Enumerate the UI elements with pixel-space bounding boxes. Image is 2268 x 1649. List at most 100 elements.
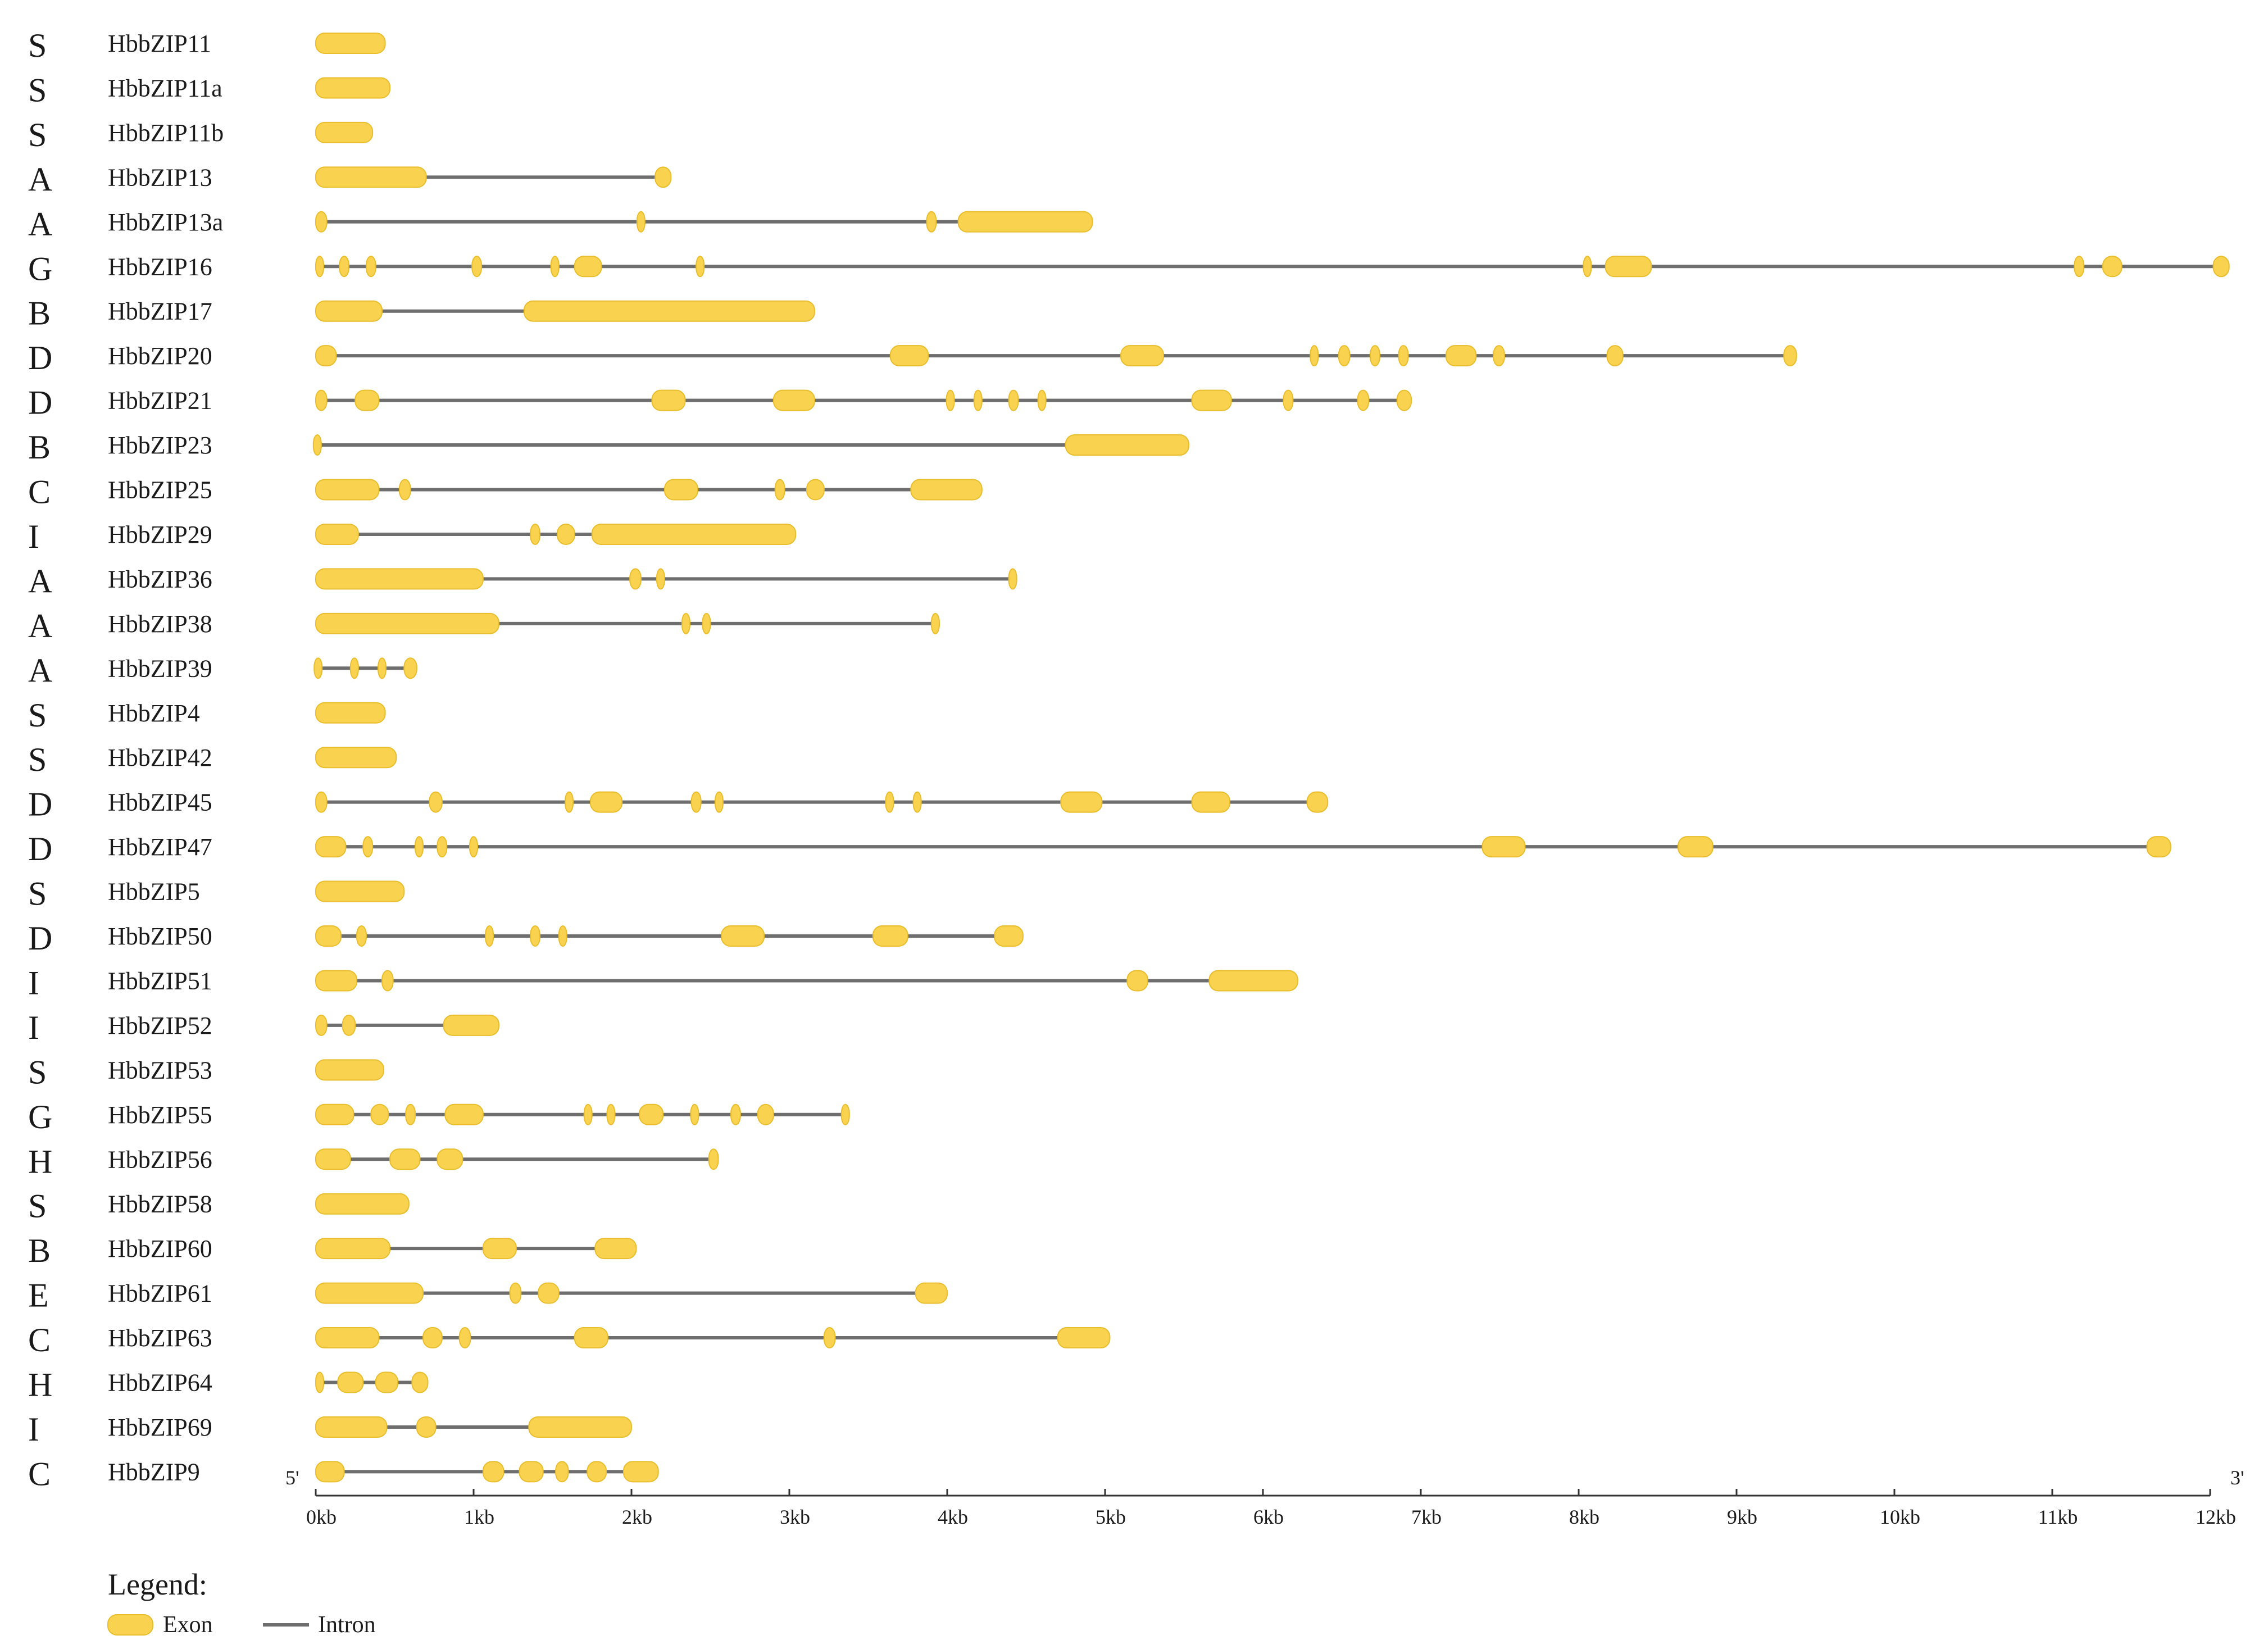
- exon-block: [530, 925, 541, 947]
- group-label: S: [28, 875, 47, 912]
- exon-block: [591, 523, 797, 545]
- exon-block: [519, 1461, 544, 1483]
- exon-block: [315, 1014, 328, 1036]
- scale-tick-label: 8kb: [1569, 1506, 1599, 1528]
- exon-block: [550, 256, 560, 278]
- exon-block: [840, 1103, 850, 1125]
- legend-exon-swatch: [107, 1614, 153, 1636]
- exon-block: [555, 1461, 569, 1483]
- exon-block: [606, 1103, 616, 1125]
- legend-intron-label: Intron: [318, 1612, 376, 1638]
- gene-name: HbbZIP36: [108, 565, 212, 593]
- exon-block: [315, 1416, 388, 1438]
- exon-block: [312, 434, 322, 456]
- exon-block: [381, 970, 394, 992]
- exon-block: [2074, 256, 2085, 278]
- exon-block: [558, 925, 567, 947]
- exon-block: [398, 479, 411, 501]
- scale-tick-label: 5kb: [1096, 1506, 1126, 1528]
- exon-block: [362, 836, 374, 858]
- group-label: S: [28, 71, 47, 108]
- gene-row: D HbbZIP20: [28, 339, 1797, 376]
- exon-block: [315, 1059, 384, 1081]
- exon-block: [485, 925, 494, 947]
- exon-block: [315, 1193, 410, 1215]
- group-label: S: [28, 697, 47, 734]
- gene-name: HbbZIP47: [108, 833, 212, 861]
- exon-block: [530, 523, 541, 545]
- exon-block: [1370, 345, 1380, 367]
- exon-block: [405, 1103, 416, 1125]
- exon-block: [910, 479, 983, 501]
- exon-block: [315, 925, 342, 947]
- group-label: G: [28, 250, 52, 287]
- exon-block: [690, 1103, 699, 1125]
- gene-name: HbbZIP11a: [108, 74, 222, 102]
- group-label: I: [28, 1411, 39, 1448]
- gene-row: S HbbZIP11b: [28, 116, 374, 153]
- exon-block: [690, 791, 702, 813]
- exon-block: [994, 925, 1024, 947]
- gene-name: HbbZIP53: [108, 1056, 212, 1084]
- exon-block: [2146, 836, 2171, 858]
- exon-block: [622, 1461, 659, 1483]
- exon-block: [315, 1461, 345, 1483]
- gene-row: A HbbZIP38: [28, 607, 940, 644]
- gene-name: HbbZIP42: [108, 744, 212, 771]
- gene-row: I HbbZIP52: [28, 1009, 499, 1046]
- exon-block: [872, 925, 908, 947]
- gene-name: HbbZIP13a: [108, 208, 223, 236]
- exon-block: [2212, 256, 2230, 278]
- group-label: E: [28, 1277, 49, 1314]
- group-label: D: [28, 339, 52, 376]
- exon-block: [528, 1416, 632, 1438]
- group-label: A: [28, 161, 52, 198]
- group-label: H: [28, 1366, 52, 1403]
- exon-block: [1445, 345, 1477, 367]
- group-label: B: [28, 429, 51, 466]
- group-label: D: [28, 830, 52, 867]
- exon-block: [564, 791, 574, 813]
- gene-row: S HbbZIP4: [28, 697, 386, 734]
- exon-block: [594, 1238, 637, 1260]
- exon-block: [1065, 434, 1189, 456]
- gene-name: HbbZIP11b: [108, 119, 224, 147]
- exon-block: [926, 211, 937, 233]
- exon-block: [1605, 256, 1652, 278]
- exon-block: [655, 166, 672, 188]
- gene-row: I HbbZIP51: [28, 964, 1298, 1001]
- group-label: D: [28, 786, 52, 823]
- exon-block: [315, 1103, 354, 1125]
- exon-block: [315, 1327, 380, 1349]
- exon-block: [639, 1103, 664, 1125]
- exon-block: [356, 925, 367, 947]
- exon-block: [315, 1238, 391, 1260]
- exon-block: [315, 1148, 351, 1170]
- group-label: C: [28, 474, 51, 511]
- exon-block: [315, 1282, 424, 1304]
- exon-block: [1481, 836, 1526, 858]
- exon-block: [1396, 389, 1412, 411]
- gene-name: HbbZIP17: [108, 298, 212, 325]
- gene-name: HbbZIP4: [108, 699, 200, 727]
- gene-row: S HbbZIP11a: [28, 71, 391, 108]
- exon-block: [422, 1327, 443, 1349]
- exon-block: [416, 1416, 437, 1438]
- exon-block: [574, 1327, 608, 1349]
- exon-block: [437, 1148, 463, 1170]
- exon-block: [482, 1461, 504, 1483]
- legend-title: Legend:: [108, 1568, 207, 1601]
- exon-block: [1357, 389, 1370, 411]
- exon-block: [315, 612, 499, 634]
- exon-block: [656, 568, 665, 590]
- gene-row: S HbbZIP58: [28, 1188, 410, 1225]
- group-label: I: [28, 518, 39, 555]
- gene-name: HbbZIP69: [108, 1414, 212, 1441]
- exon-block: [2102, 256, 2122, 278]
- gene-row: S HbbZIP53: [28, 1053, 384, 1091]
- group-label: G: [28, 1098, 52, 1135]
- exon-block: [315, 970, 358, 992]
- exon-block: [378, 657, 387, 679]
